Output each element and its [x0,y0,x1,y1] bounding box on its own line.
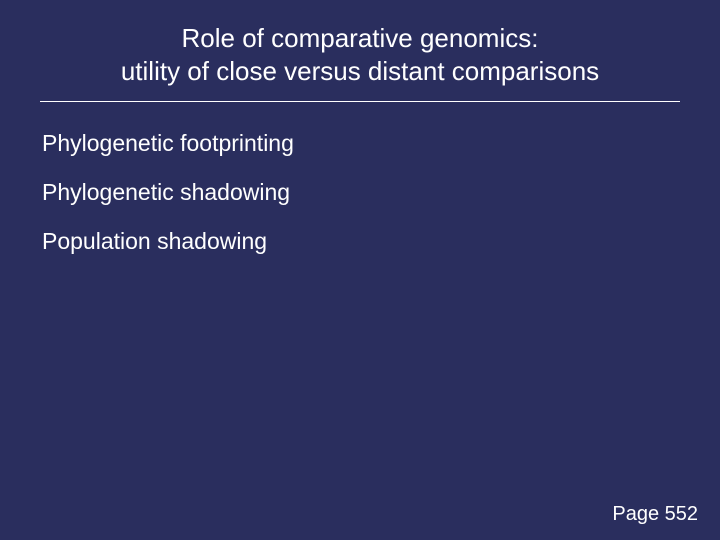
bullet-item: Population shadowing [42,228,678,255]
title-line-1: Role of comparative genomics: [46,22,674,55]
bullet-item: Phylogenetic footprinting [42,130,678,157]
slide: Role of comparative genomics: utility of… [0,0,720,540]
slide-title: Role of comparative genomics: utility of… [36,22,684,101]
slide-body: Phylogenetic footprinting Phylogenetic s… [36,102,684,255]
bullet-item: Phylogenetic shadowing [42,179,678,206]
title-line-2: utility of close versus distant comparis… [46,55,674,88]
page-number: Page 552 [612,503,698,526]
